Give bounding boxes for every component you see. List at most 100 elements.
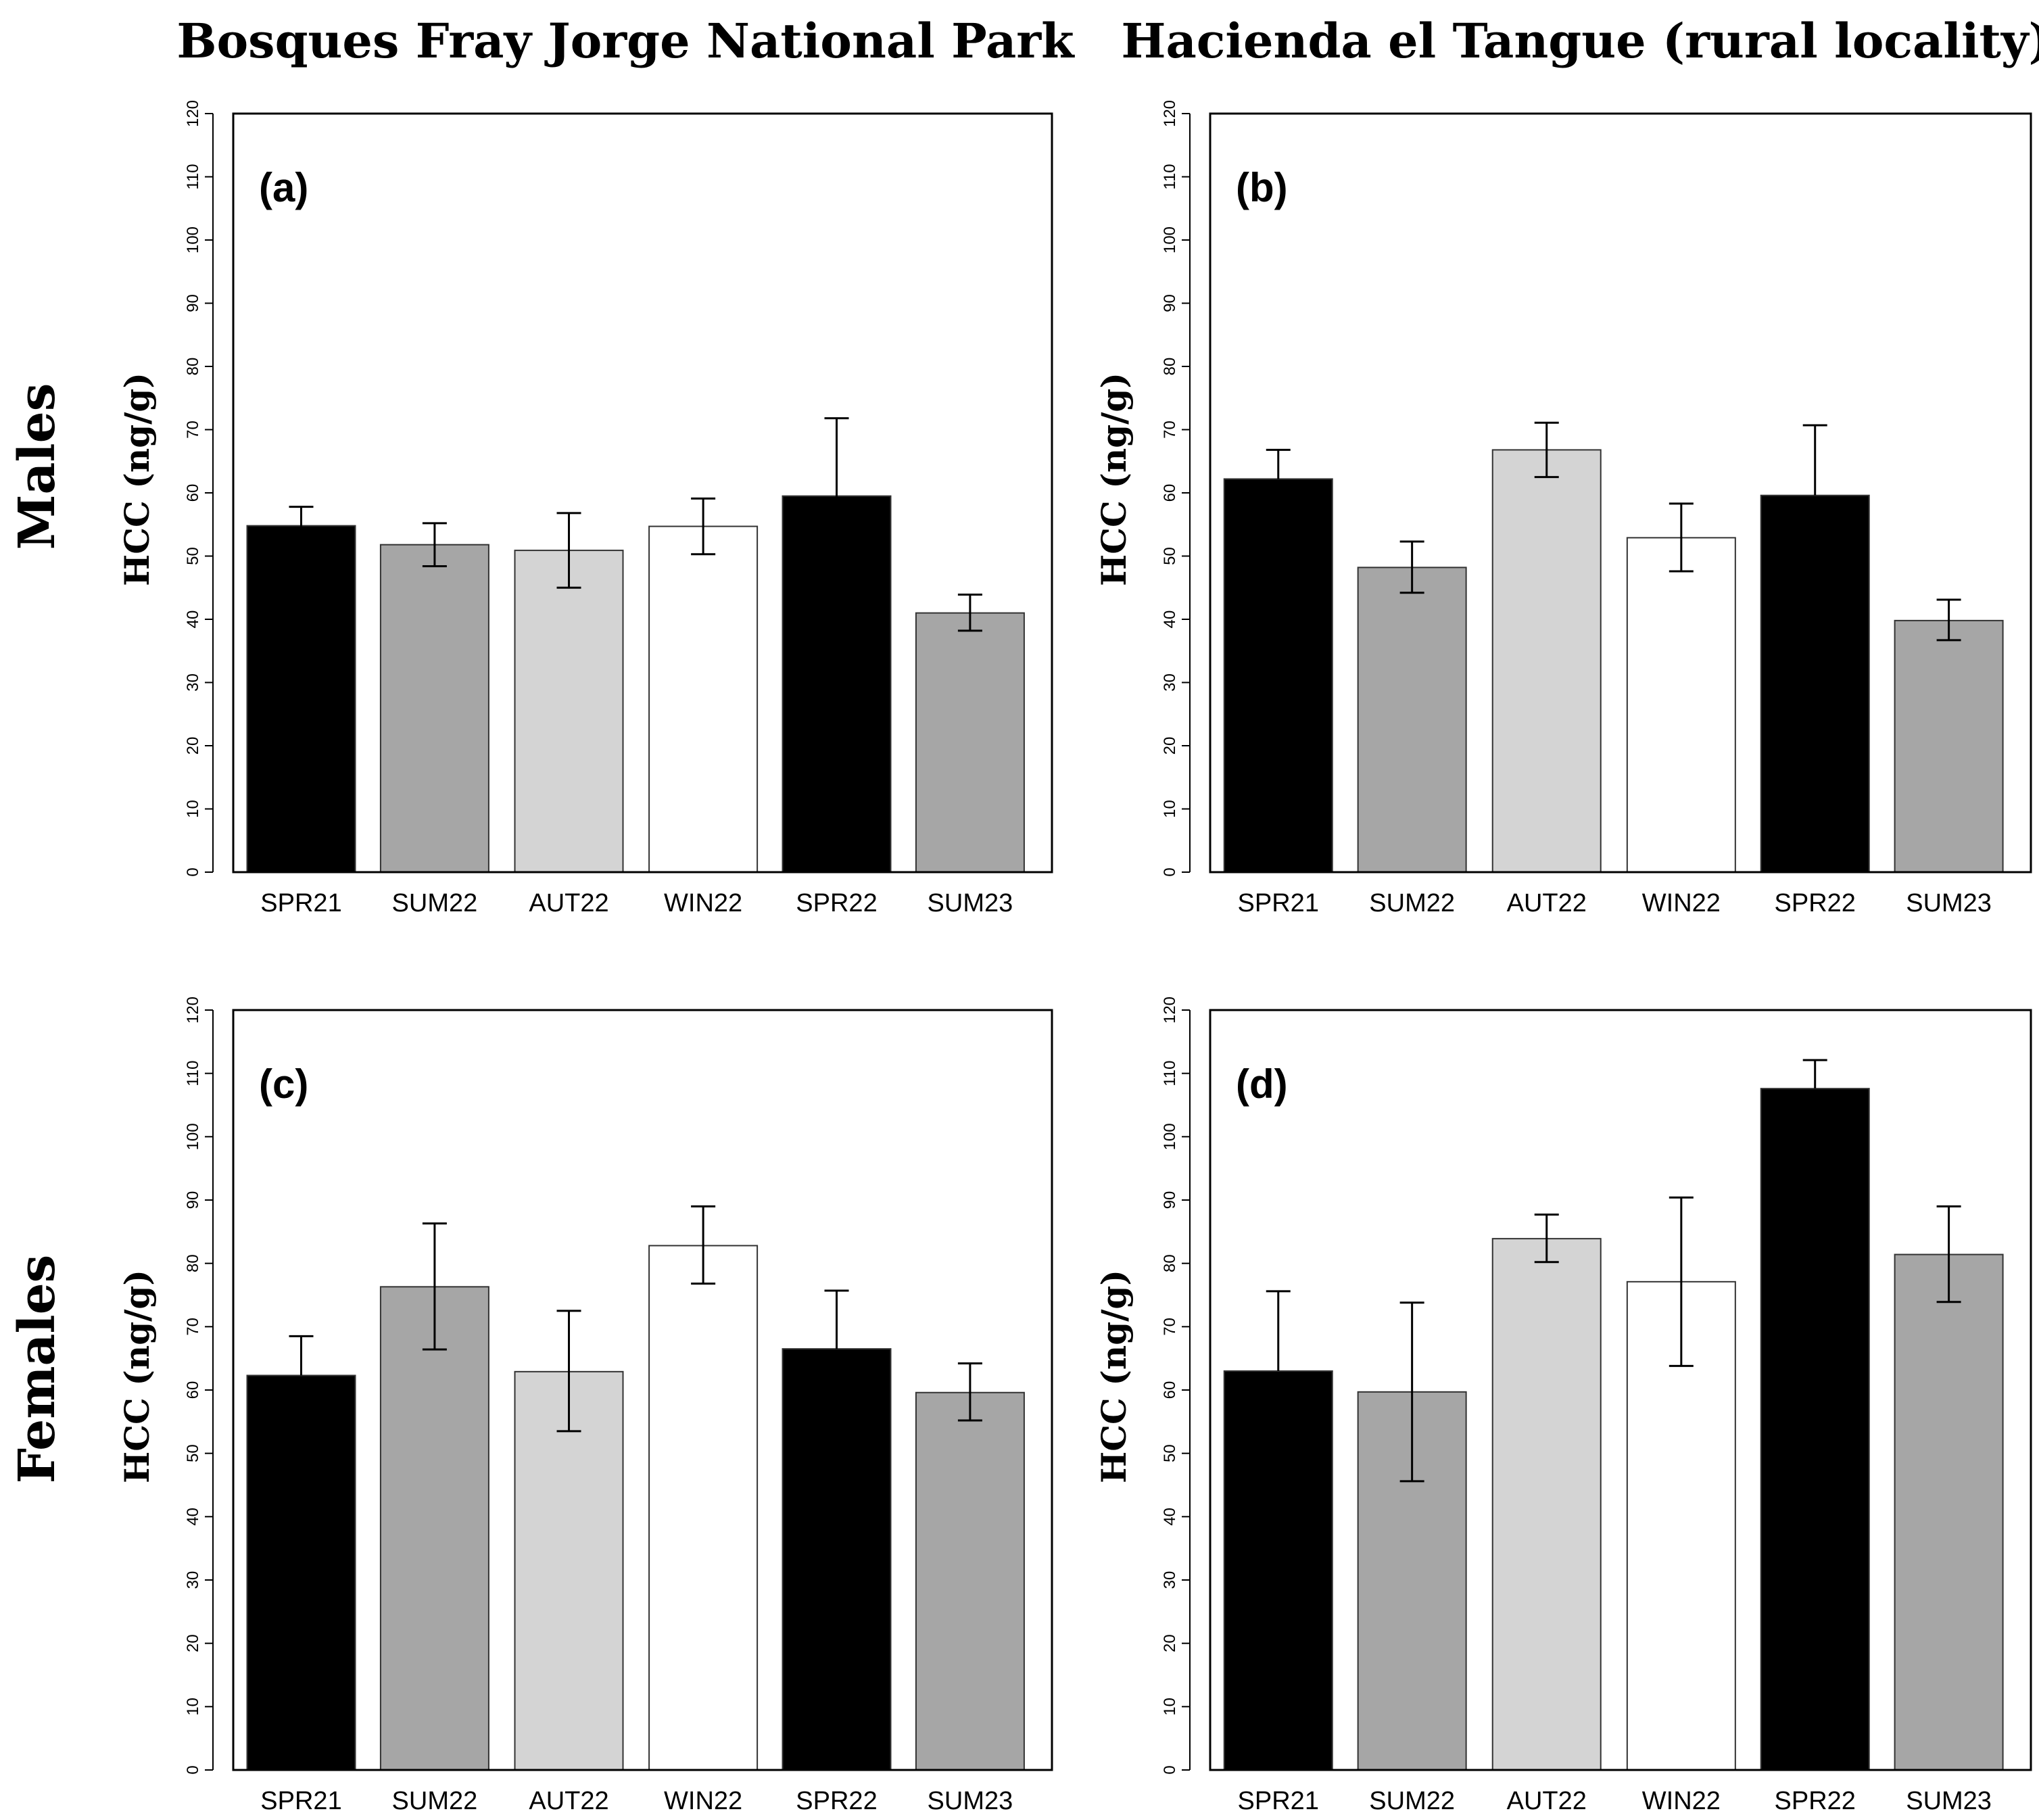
bar xyxy=(514,1370,624,1771)
panel-label: (c) xyxy=(259,1061,308,1107)
y-tick-label: 110 xyxy=(1161,164,1179,189)
y-tick-label: 110 xyxy=(1161,1061,1179,1086)
chart-panel: SPR21 SUM22 AUT22 WIN22 SPR22 SUM23 0 10 20 30 40 5… xyxy=(1094,100,2032,917)
x-tick-label: WIN22 xyxy=(664,889,742,917)
y-tick-label: 120 xyxy=(1161,100,1179,127)
bar xyxy=(1760,494,1870,873)
y-tick-label: 70 xyxy=(1161,421,1179,439)
x-tick-label: WIN22 xyxy=(1642,889,1721,917)
y-axis-label: HCC (ng/g) xyxy=(117,373,157,586)
y-tick-label: 20 xyxy=(184,737,202,755)
y-tick-label: 100 xyxy=(1161,226,1179,254)
y-tick-label: 40 xyxy=(1161,610,1179,629)
y-tick-label: 60 xyxy=(184,1381,202,1399)
x-tick-label: SUM22 xyxy=(392,889,478,917)
y-tick-label: 40 xyxy=(184,1508,202,1526)
x-tick-label: SPR22 xyxy=(796,1787,877,1815)
y-tick-label: 30 xyxy=(1161,673,1179,692)
bar xyxy=(1491,1238,1602,1771)
y-tick-label: 120 xyxy=(184,100,202,127)
y-tick-label: 80 xyxy=(1161,1254,1179,1272)
column-title-left: Bosques Fray Jorge National Park xyxy=(176,13,1075,69)
y-tick-label: 30 xyxy=(184,673,202,692)
bar xyxy=(246,525,356,873)
y-tick-label: 60 xyxy=(1161,484,1179,502)
bar xyxy=(514,550,624,873)
bar xyxy=(782,1348,892,1771)
bar xyxy=(1223,1370,1333,1771)
y-tick-label: 0 xyxy=(1161,867,1179,876)
y-tick-label: 70 xyxy=(1161,1318,1179,1336)
plot-frame xyxy=(232,1009,1053,1771)
y-tick-label: 70 xyxy=(184,1318,202,1336)
y-tick-label: 50 xyxy=(1161,547,1179,565)
y-tick-label: 0 xyxy=(184,867,202,876)
y-tick-label: 0 xyxy=(1161,1765,1179,1774)
y-tick-label: 50 xyxy=(1161,1444,1179,1462)
y-tick-label: 90 xyxy=(1161,294,1179,312)
y-tick-label: 90 xyxy=(184,294,202,312)
y-tick-label: 120 xyxy=(1161,997,1179,1024)
x-tick-label: SUM22 xyxy=(1369,889,1455,917)
plot-frame xyxy=(1209,1009,2032,1771)
y-tick-label: 0 xyxy=(184,1765,202,1774)
bar xyxy=(1223,478,1333,873)
x-tick-label: WIN22 xyxy=(664,1787,742,1815)
y-tick-label: 40 xyxy=(184,610,202,629)
bar xyxy=(1894,1253,2004,1771)
x-tick-label: SUM22 xyxy=(392,1787,478,1815)
y-tick-label: 110 xyxy=(184,164,202,189)
y-tick-label: 10 xyxy=(184,1698,202,1716)
y-tick-label: 70 xyxy=(184,421,202,439)
x-tick-label: AUT22 xyxy=(1507,889,1587,917)
y-tick-label: 110 xyxy=(184,1061,202,1086)
x-tick-label: SUM23 xyxy=(928,889,1013,917)
y-tick-label: 10 xyxy=(184,800,202,818)
y-tick-label: 50 xyxy=(184,1444,202,1462)
bar xyxy=(915,1391,1025,1771)
y-tick-label: 30 xyxy=(184,1571,202,1589)
y-tick-label: 10 xyxy=(1161,800,1179,818)
bar xyxy=(246,1374,356,1771)
bar xyxy=(379,544,489,873)
bar xyxy=(379,1286,489,1771)
y-tick-label: 50 xyxy=(184,547,202,565)
bar xyxy=(648,1245,759,1771)
y-axis-label: HCC (ng/g) xyxy=(1094,373,1134,586)
x-tick-label: SUM23 xyxy=(1906,889,1992,917)
panel-label: (d) xyxy=(1236,1061,1288,1107)
panel-label: (a) xyxy=(259,165,308,210)
y-tick-label: 60 xyxy=(1161,1381,1179,1399)
x-tick-label: SPR22 xyxy=(1775,889,1856,917)
plot-frame xyxy=(232,112,1053,873)
y-tick-label: 80 xyxy=(1161,358,1179,376)
x-tick-label: SUM23 xyxy=(928,1787,1013,1815)
y-tick-label: 120 xyxy=(184,997,202,1024)
x-tick-label: AUT22 xyxy=(529,889,608,917)
row-title-females: Females xyxy=(8,1255,66,1484)
x-tick-label: SUM23 xyxy=(1906,1787,1992,1815)
y-tick-label: 100 xyxy=(184,1123,202,1150)
y-tick-label: 30 xyxy=(1161,1571,1179,1589)
bar xyxy=(1760,1088,1870,1771)
y-tick-label: 100 xyxy=(184,226,202,254)
y-tick-label: 10 xyxy=(1161,1698,1179,1716)
bar xyxy=(1491,449,1602,873)
x-tick-label: SPR21 xyxy=(260,889,341,917)
y-tick-label: 20 xyxy=(1161,737,1179,755)
x-tick-label: AUT22 xyxy=(1507,1787,1587,1815)
x-tick-label: SPR21 xyxy=(1238,1787,1319,1815)
y-tick-label: 40 xyxy=(1161,1508,1179,1526)
y-tick-label: 80 xyxy=(184,1254,202,1272)
y-axis-label: HCC (ng/g) xyxy=(117,1270,157,1483)
y-tick-label: 80 xyxy=(184,358,202,376)
chart-panels: SPR21 SUM22 AUT22 WIN22 SPR22 SUM23 0 10 20 30 40 5… xyxy=(117,100,2032,1815)
x-tick-label: SPR22 xyxy=(1775,1787,1856,1815)
bar xyxy=(648,525,759,873)
column-title-right: Hacienda el Tangue (rural locality) xyxy=(1121,13,2039,69)
y-tick-label: 90 xyxy=(184,1191,202,1210)
chart-panel: SPR21 SUM22 AUT22 WIN22 SPR22 SUM23 0 10 20 30 40 5… xyxy=(117,100,1053,917)
bar xyxy=(1894,619,2004,873)
bar xyxy=(1626,537,1736,873)
